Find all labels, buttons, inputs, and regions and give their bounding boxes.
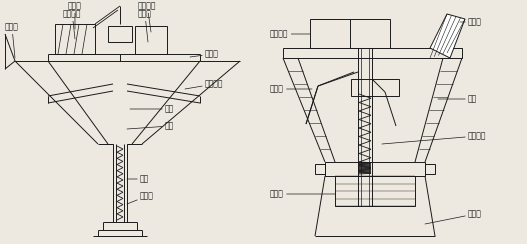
Bar bbox=[335, 176, 415, 206]
Text: 单相电机: 单相电机 bbox=[138, 1, 157, 32]
Text: 送料口: 送料口 bbox=[460, 18, 482, 27]
Text: 计量螺杆: 计量螺杆 bbox=[382, 132, 486, 144]
Text: 料桶: 料桶 bbox=[130, 104, 174, 113]
Text: 驱动装置: 驱动装置 bbox=[270, 30, 310, 39]
Bar bbox=[310, 19, 390, 48]
Text: 搅拌器: 搅拌器 bbox=[270, 84, 312, 93]
Bar bbox=[135, 26, 167, 54]
Bar bbox=[425, 164, 435, 174]
Text: 料桶盖: 料桶盖 bbox=[190, 50, 219, 59]
Bar bbox=[351, 79, 399, 96]
Bar bbox=[283, 48, 462, 58]
Bar bbox=[108, 26, 132, 42]
Text: 步进电机: 步进电机 bbox=[63, 10, 82, 39]
Text: 轴管: 轴管 bbox=[127, 174, 149, 183]
Text: 料斗: 料斗 bbox=[438, 94, 477, 103]
Text: 计量管: 计量管 bbox=[270, 190, 335, 199]
Bar bbox=[55, 24, 95, 54]
Text: 接料斗: 接料斗 bbox=[425, 210, 482, 224]
Bar bbox=[325, 162, 425, 176]
Text: 直齿轮: 直齿轮 bbox=[138, 10, 152, 42]
Polygon shape bbox=[430, 14, 465, 58]
Text: 喂料口: 喂料口 bbox=[5, 22, 19, 58]
Text: 螺杆: 螺杆 bbox=[127, 122, 174, 131]
Text: 直齿轮: 直齿轮 bbox=[68, 1, 82, 29]
Text: 下料罐: 下料罐 bbox=[127, 192, 154, 204]
Bar bbox=[315, 164, 325, 174]
Text: 搅拌叶片: 搅拌叶片 bbox=[185, 80, 223, 89]
